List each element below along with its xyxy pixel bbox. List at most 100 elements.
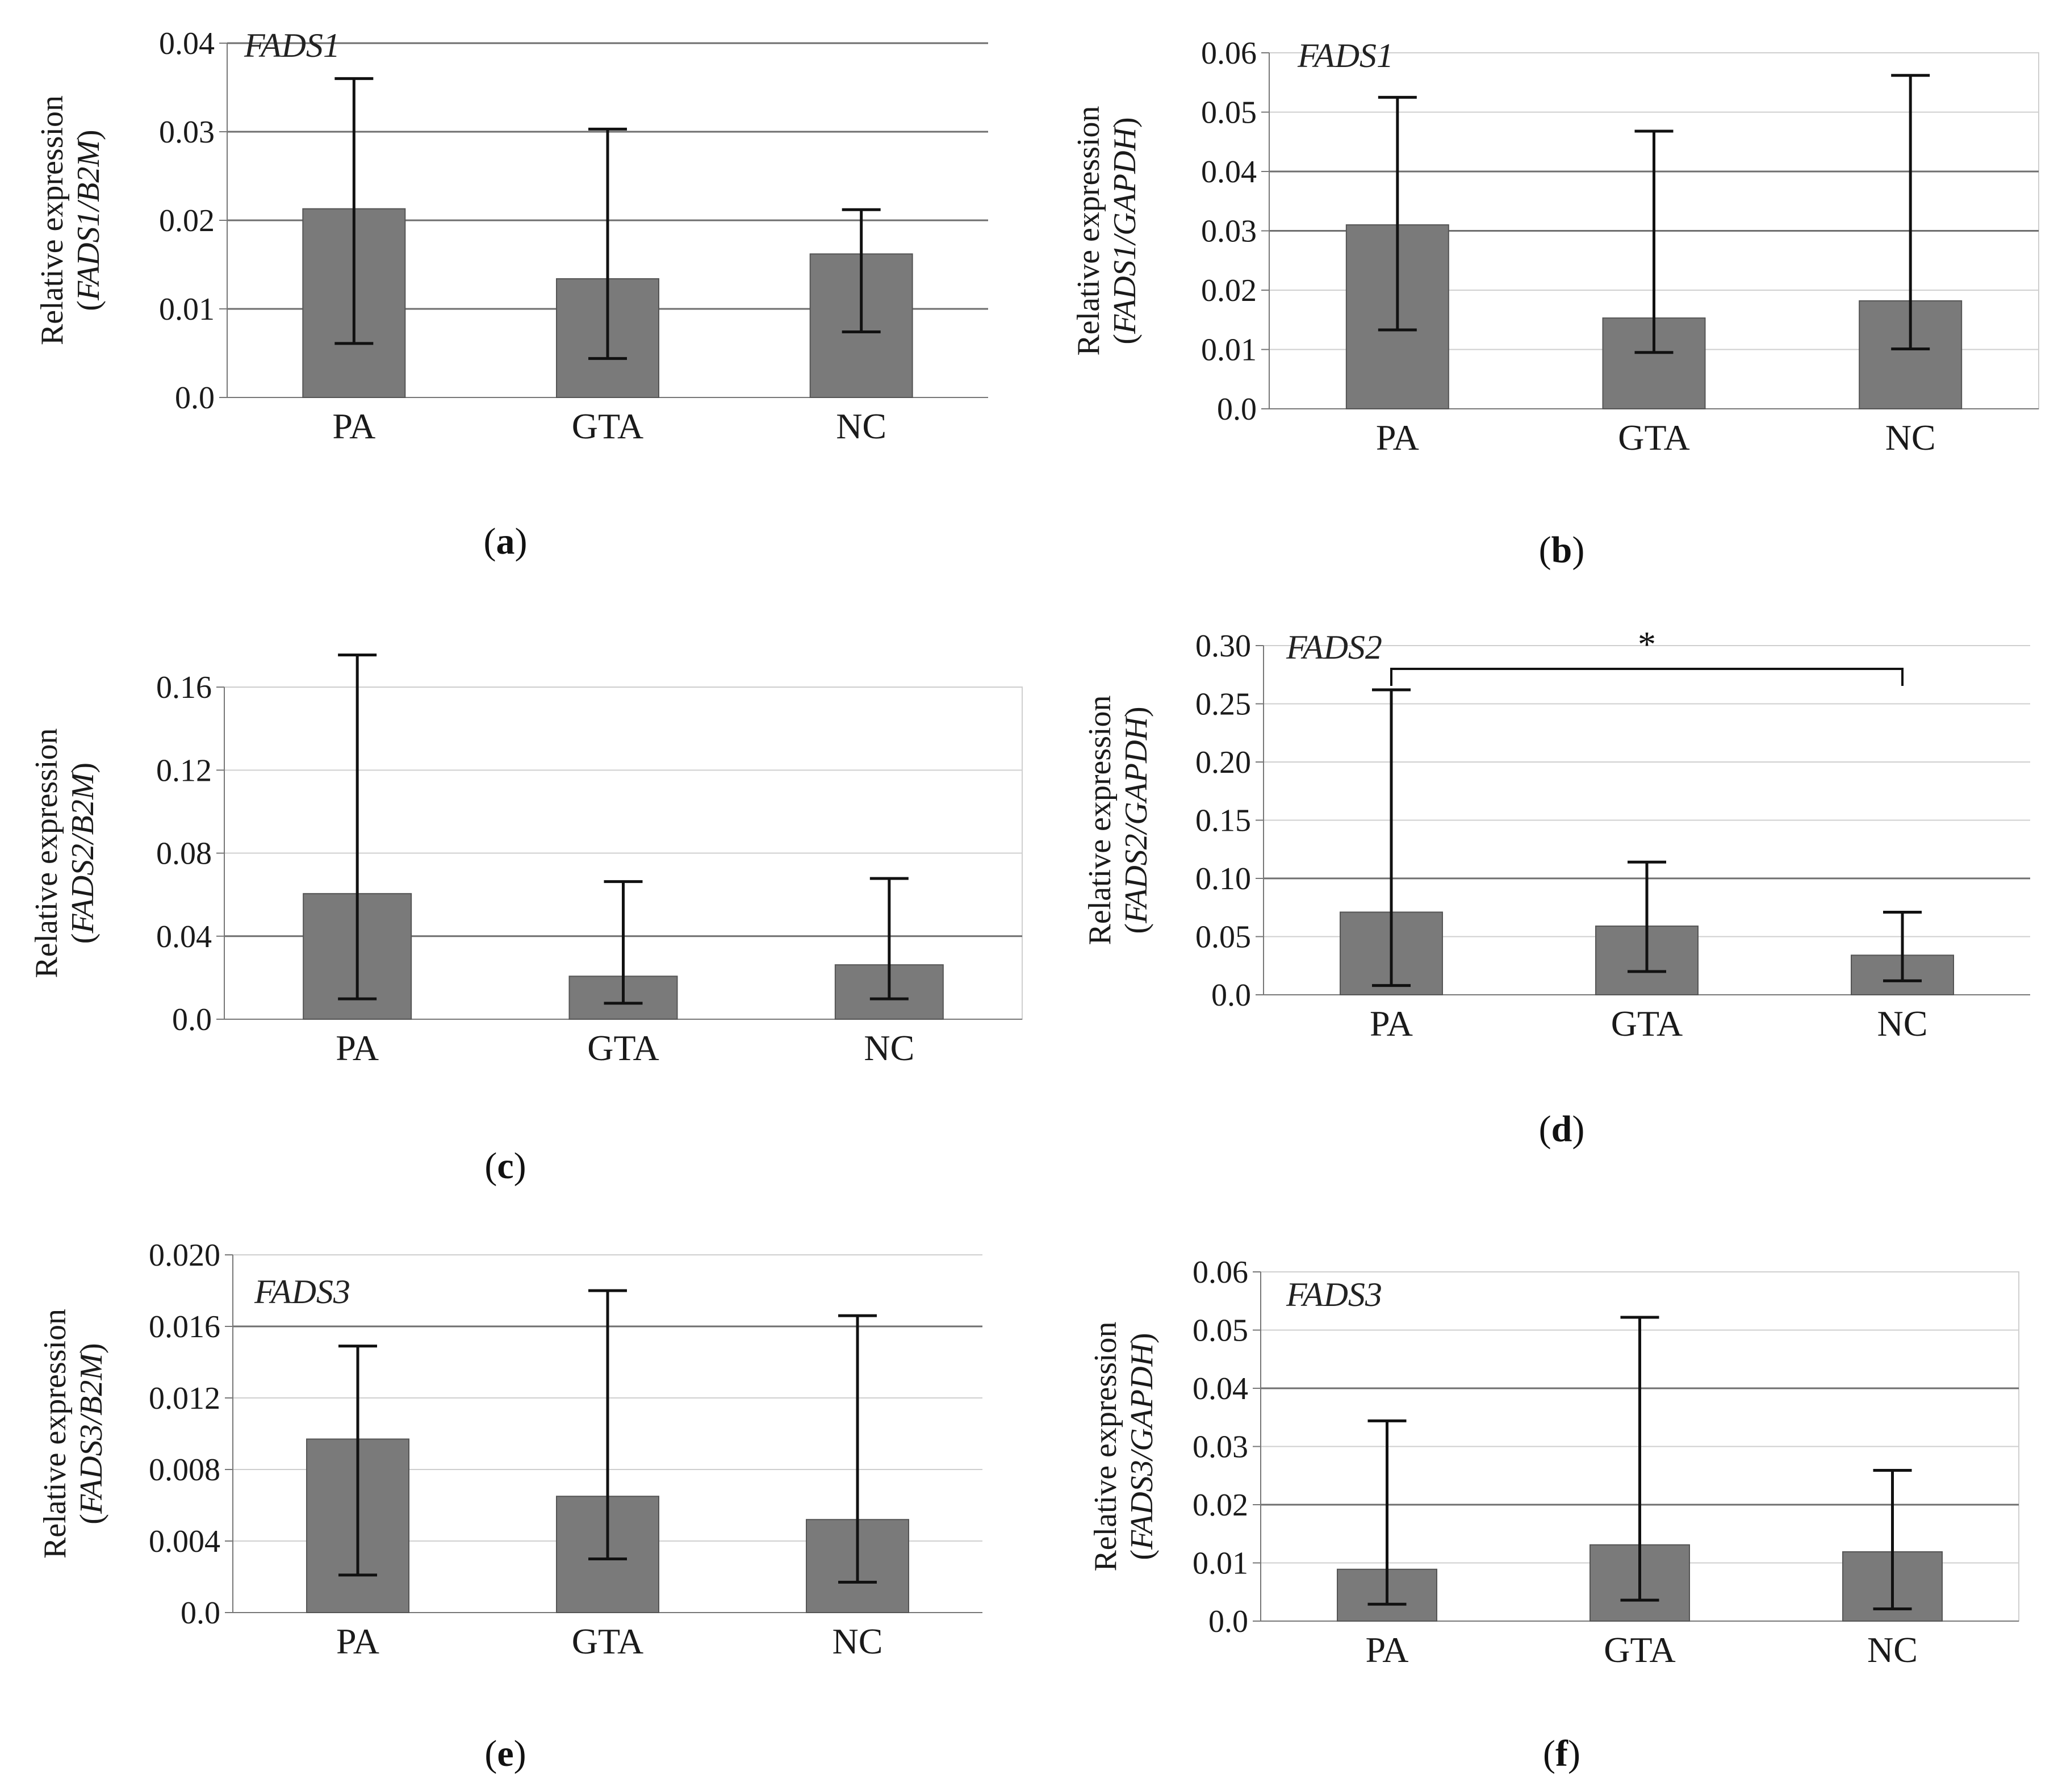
y-tick-label: 0.06 — [1193, 1255, 1248, 1290]
category-label-nc: NC — [864, 1028, 914, 1068]
y-axis-label-paren-open: ( — [74, 1514, 109, 1525]
category-label-nc: NC — [1885, 417, 1936, 458]
y-tick-label: 0.020 — [149, 1238, 220, 1273]
y-tick-label: 0.0 — [1211, 978, 1251, 1013]
y-tick-label: 0.16 — [156, 670, 212, 705]
y-tick-label: 0.05 — [1193, 1313, 1248, 1349]
y-tick-label: 0.25 — [1195, 687, 1251, 722]
y-tick-label: 0.008 — [149, 1452, 220, 1488]
y-tick-label: 0.04 — [1201, 154, 1257, 190]
y-axis-label-line1: Relative expression — [1088, 1321, 1123, 1571]
chart-panel-e: 0.0 0.004 0.008 0.012 0.016 0.020 PA GTA NC FADS3… — [37, 1238, 982, 1774]
category-label-pa: PA — [336, 1621, 379, 1661]
category-label-gta: GTA — [1618, 417, 1689, 458]
bar-gta — [1602, 317, 1706, 409]
y-axis-label: Relative expression(FADS2/B2M) — [29, 728, 101, 978]
category-label-gta: GTA — [1604, 1630, 1675, 1670]
y-axis-label-paren-open: ( — [1124, 1550, 1160, 1560]
significance-star: * — [1638, 624, 1656, 664]
y-tick-label: 0.02 — [1201, 273, 1257, 308]
y-axis-label-paren-close: ) — [1124, 1333, 1160, 1343]
category-label-pa: PA — [1376, 417, 1419, 458]
y-axis-label-paren-open: ( — [1119, 923, 1154, 934]
y-tick-label: 0.04 — [156, 919, 212, 954]
y-axis-label-paren-open: ( — [1107, 334, 1143, 345]
y-tick-label: 0.016 — [149, 1309, 220, 1345]
category-label-gta: GTA — [572, 1621, 643, 1661]
y-tick-label: 0.08 — [156, 836, 212, 872]
y-tick-label: 0.01 — [1201, 333, 1257, 368]
y-tick-label: 0.04 — [1193, 1371, 1248, 1406]
y-tick-label: 0.06 — [1201, 36, 1257, 71]
panel-letter: f — [1555, 1733, 1568, 1774]
category-label-pa: PA — [1370, 1003, 1413, 1044]
y-tick-label: 0.0 — [1217, 392, 1257, 427]
y-tick-label: 0.004 — [149, 1524, 220, 1559]
chart-panel-b: 0.0 0.01 0.02 0.03 0.04 0.05 0.06 PA GTA NC FADS1 R… — [1071, 36, 2039, 571]
y-axis-label-gene-ratio: FADS3/B2M — [74, 1352, 109, 1514]
y-axis-label-paren-close: ) — [74, 1343, 109, 1354]
chart-panel-f: 0.0 0.01 0.02 0.03 0.04 0.05 0.06 PA GTA NC FADS3 R… — [1088, 1255, 2019, 1774]
y-axis-label-line1: Relative expression — [1082, 695, 1118, 945]
significance-bracket — [1390, 668, 1904, 686]
y-tick-label: 0.05 — [1201, 95, 1257, 131]
y-tick-label: 0.03 — [1201, 214, 1257, 249]
y-axis-label: Relative expression(FADS3/B2M) — [37, 1309, 109, 1559]
y-axis-label-paren-open: ( — [71, 300, 106, 311]
panel-letter: a — [496, 521, 515, 562]
category-label-pa: PA — [336, 1028, 379, 1068]
y-axis-label-gene-ratio: FADS2/B2M — [65, 771, 101, 933]
category-label-nc: NC — [1867, 1630, 1918, 1670]
y-axis-label-gene-ratio: FADS3/GAPDH — [1124, 1342, 1160, 1550]
y-tick-label: 0.15 — [1195, 803, 1251, 839]
y-tick-label: 0.0 — [175, 380, 215, 416]
y-axis-label-line1: Relative expression — [29, 728, 64, 978]
y-axis-label-line1: Relative expression — [1071, 106, 1106, 355]
y-axis-label-gene-ratio: FADS1/GAPDH — [1107, 126, 1143, 334]
y-axis-label: Relative expression(FADS1/GAPDH) — [1071, 106, 1143, 355]
y-tick-label: 0.04 — [159, 26, 215, 61]
category-label-pa: PA — [332, 406, 375, 446]
y-tick-label: 0.20 — [1195, 745, 1251, 780]
gene-label: FADS2 — [1286, 629, 1382, 666]
chart-panel-d: 0.0 0.05 0.10 0.15 0.20 0.25 0.30 PA GTA NC * FADS2… — [1082, 624, 2030, 1150]
panel-caption: (f) — [1543, 1733, 1580, 1774]
y-tick-label: 0.012 — [149, 1381, 220, 1416]
panel-letter: e — [497, 1733, 513, 1774]
gene-label: FADS3 — [254, 1273, 350, 1310]
y-tick-label: 0.03 — [159, 115, 215, 150]
panel-caption: (b) — [1539, 529, 1585, 571]
y-axis-label-paren-close: ) — [1119, 706, 1154, 717]
panel-caption: (d) — [1539, 1108, 1585, 1150]
panel-caption: (c) — [484, 1145, 526, 1187]
y-axis-label: Relative expression(FADS1/B2M) — [35, 95, 106, 345]
gene-label: FADS3 — [1286, 1276, 1382, 1313]
y-tick-label: 0.02 — [159, 203, 215, 238]
y-tick-label: 0.01 — [159, 292, 215, 327]
y-axis-label-line1: Relative expression — [35, 95, 70, 345]
y-tick-label: 0.10 — [1195, 861, 1251, 897]
panel-letter: c — [497, 1145, 513, 1187]
panel-caption: (a) — [484, 521, 528, 562]
y-axis-label-paren-open: ( — [65, 933, 101, 944]
y-axis-label: Relative expression(FADS2/GAPDH) — [1082, 695, 1154, 945]
y-tick-label: 0.01 — [1193, 1546, 1248, 1581]
y-axis-label: Relative expression(FADS3/GAPDH) — [1088, 1321, 1160, 1571]
y-tick-label: 0.05 — [1195, 920, 1251, 955]
y-axis-label-paren-close: ) — [71, 129, 106, 140]
category-label-gta: GTA — [1611, 1003, 1683, 1044]
gene-label: FADS1 — [244, 27, 340, 64]
y-tick-label: 0.30 — [1195, 629, 1251, 664]
y-tick-label: 0.0 — [181, 1596, 220, 1631]
panel-letter: d — [1551, 1108, 1572, 1150]
chart-panel-a: 0.0 0.01 0.02 0.03 0.04 PA GTA NC FADS1 Relative … — [35, 26, 988, 562]
category-label-gta: GTA — [572, 406, 643, 446]
chart-panel-c: 0.0 0.04 0.08 0.12 0.16 PA GTA NC Relative expre… — [29, 653, 1023, 1187]
y-axis-label-paren-close: ) — [1107, 117, 1143, 128]
y-tick-label: 0.02 — [1193, 1488, 1248, 1523]
category-label-pa: PA — [1366, 1630, 1409, 1670]
category-label-nc: NC — [833, 1621, 883, 1661]
gene-label: FADS1 — [1297, 37, 1394, 74]
y-axis-label-gene-ratio: FADS2/GAPDH — [1119, 715, 1154, 923]
